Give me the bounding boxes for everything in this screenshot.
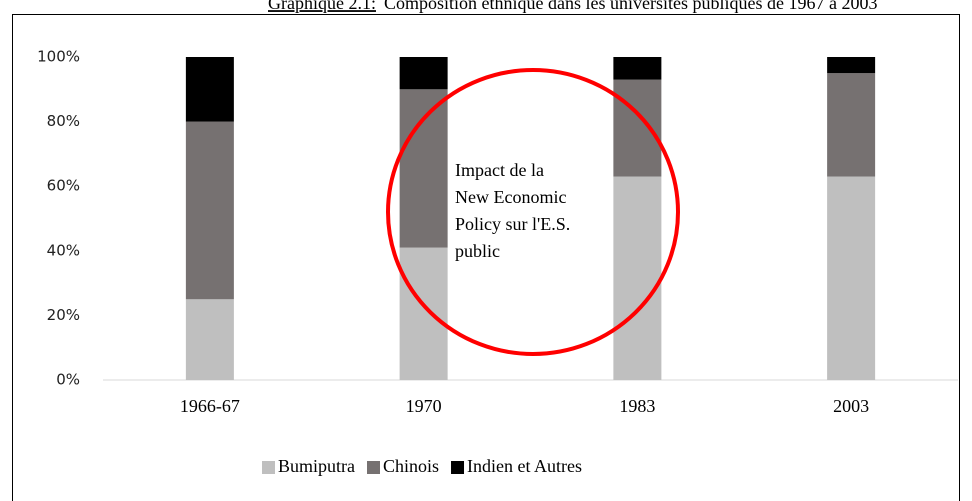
y-tick-label: 20% <box>47 306 80 324</box>
bar-segment <box>185 121 234 300</box>
chart-title: Composition ethnique dans les université… <box>384 0 877 13</box>
y-tick-label: 0% <box>56 371 80 389</box>
bar-segment <box>827 73 876 177</box>
y-tick-label: 40% <box>47 241 80 259</box>
bar-segment <box>399 247 448 380</box>
x-tick-label: 1983 <box>619 396 655 416</box>
chart-title-label: Graphique 2.1: <box>268 0 376 13</box>
bar-segment <box>827 176 876 380</box>
annotation-text: Policy sur l'E.S. <box>455 214 570 234</box>
legend-swatch <box>451 461 465 474</box>
x-tick-label: 2003 <box>833 396 869 416</box>
y-tick-label: 80% <box>47 112 80 130</box>
annotation-text: Impact de la <box>455 160 544 180</box>
annotation-text: New Economic <box>455 187 566 207</box>
bar-segment <box>185 299 234 380</box>
bar-segment <box>399 89 448 248</box>
x-tick-label: 1966-67 <box>180 396 240 416</box>
bar-segment <box>827 57 876 74</box>
bar-segment <box>613 79 662 177</box>
y-tick-label: 100% <box>37 48 80 66</box>
bar-segment <box>613 57 662 80</box>
legend-label: Indien et Autres <box>467 456 582 476</box>
bar-segment <box>399 57 448 90</box>
legend-swatch <box>367 461 380 474</box>
bar-segment <box>613 176 662 380</box>
legend-label: Chinois <box>383 456 439 476</box>
x-tick-label: 1970 <box>406 396 442 416</box>
bar-segment <box>185 57 234 122</box>
legend-swatch <box>262 461 275 474</box>
annotation-text: public <box>455 241 500 261</box>
legend-label: Bumiputra <box>278 456 355 476</box>
chart-border <box>12 14 960 501</box>
annotation-circle <box>386 68 680 356</box>
y-tick-label: 60% <box>47 177 80 195</box>
